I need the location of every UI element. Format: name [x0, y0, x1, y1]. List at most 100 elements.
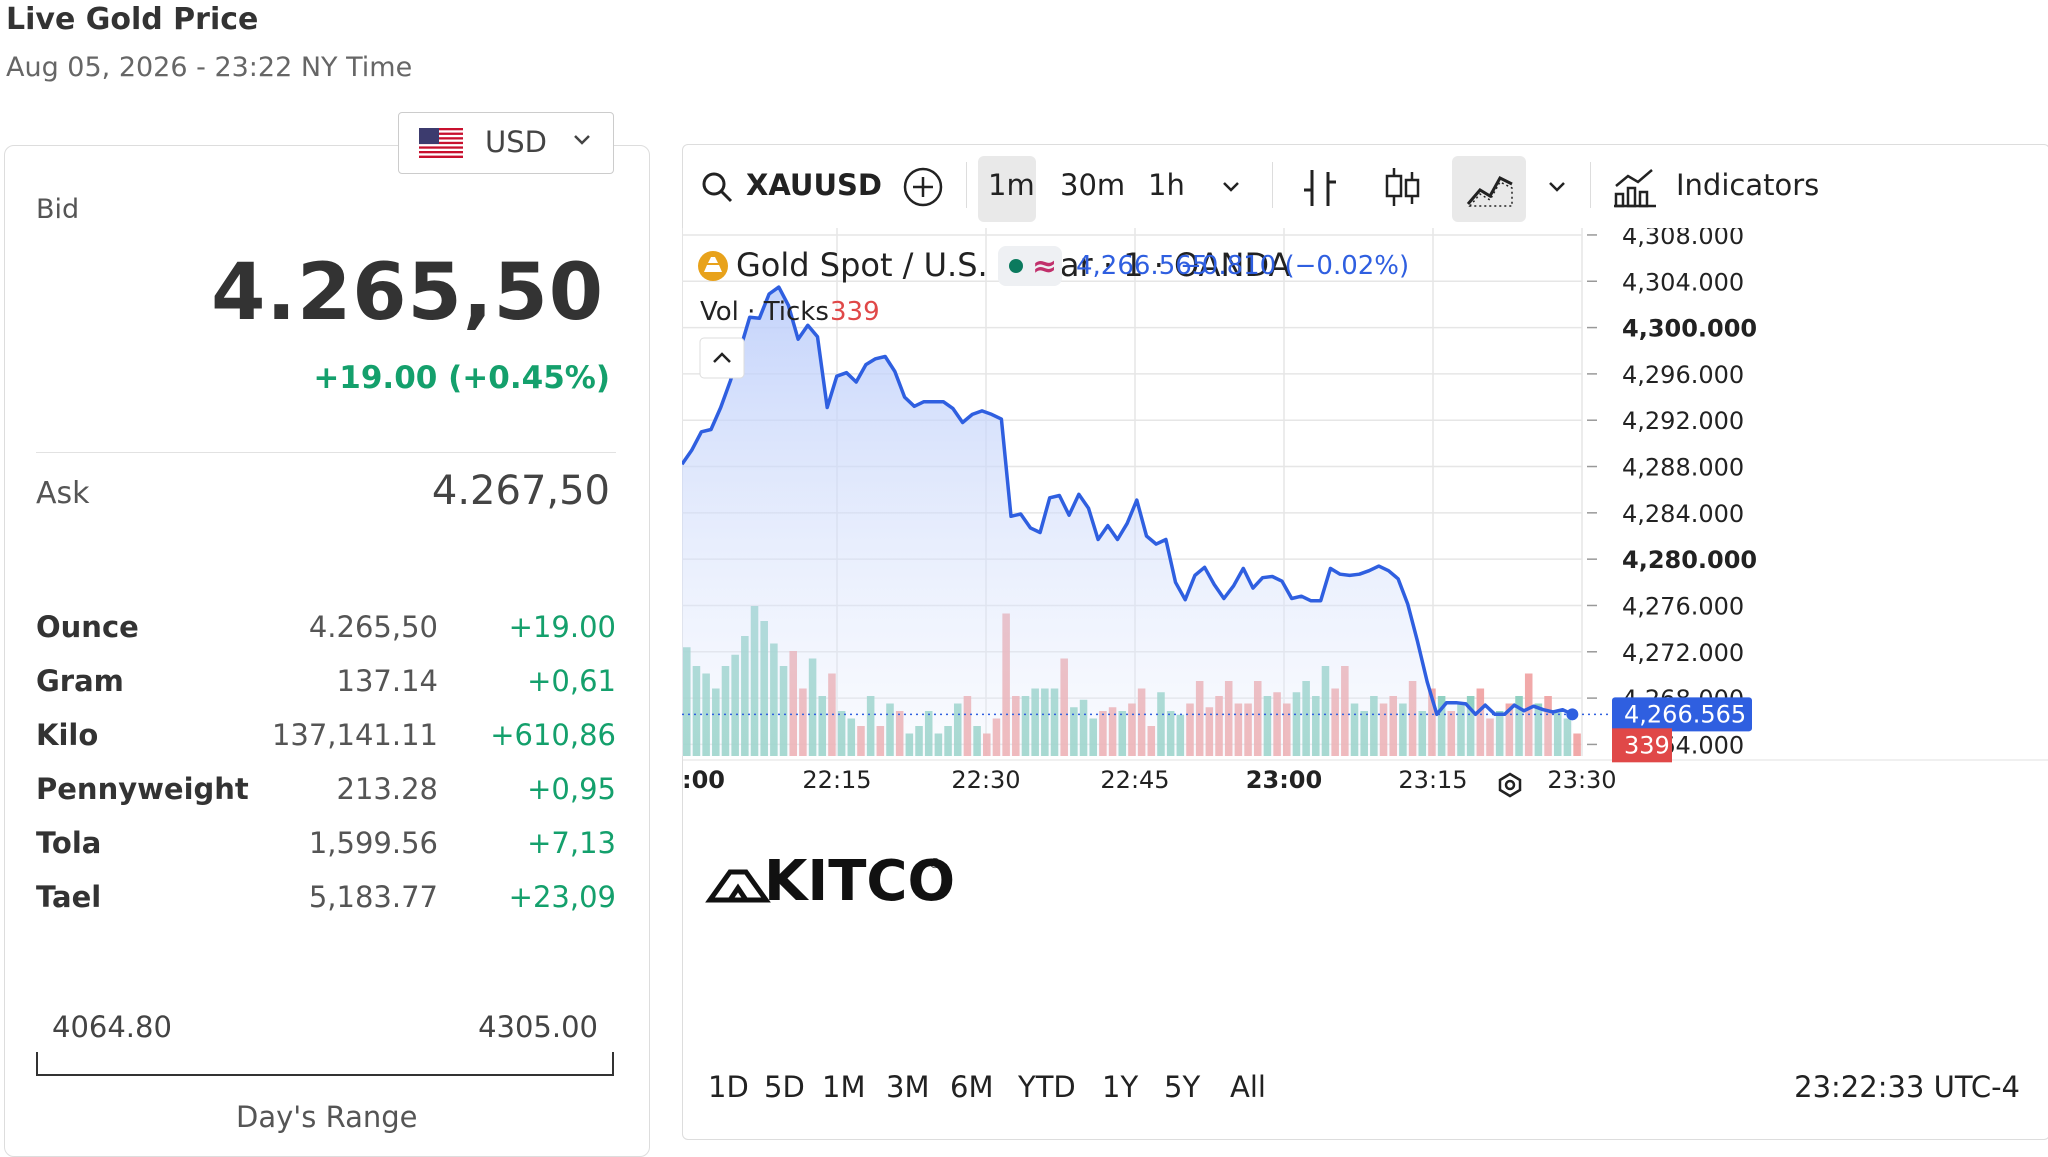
time-tick-label: :00 [682, 766, 725, 794]
price-axis[interactable]: 4,308.000 4,304.000 4,300.000 4,296.000 4,29… [1587, 228, 1757, 759]
chevron-up-icon [713, 352, 731, 363]
range-1d[interactable]: 1D [708, 1070, 749, 1104]
unit-name: Kilo [36, 718, 99, 752]
time-tick-label: 23:15 [1398, 766, 1467, 794]
interval-1m[interactable]: 1m [988, 168, 1035, 202]
range-1m[interactable]: 1M [822, 1070, 866, 1104]
indicators-icon[interactable] [1612, 164, 1658, 210]
unit-change: +23,09 [508, 880, 616, 914]
us-flag-icon [419, 128, 463, 158]
candlestick-icon[interactable] [1382, 164, 1422, 210]
volume-legend-label: Vol · Ticks [700, 297, 829, 327]
chart-type-active-bg [1452, 156, 1526, 222]
unit-change: +0,95 [527, 772, 616, 806]
unit-row: Gram 137.14 +0,61 [36, 664, 616, 704]
legend-last-price: 4,266.565 [1076, 251, 1208, 281]
range-1y[interactable]: 1Y [1102, 1070, 1139, 1104]
gold-bars-glyph [704, 257, 722, 272]
settings-icon[interactable] [1498, 772, 1522, 798]
chevron-down-icon[interactable] [1220, 176, 1242, 198]
add-symbol-icon[interactable] [902, 166, 944, 208]
last-price-marker [1566, 708, 1579, 721]
unit-row: Kilo 137,141.11 +610,86 [36, 718, 616, 758]
price-area [682, 287, 1573, 756]
unit-name: Ounce [36, 610, 139, 644]
chart-clock[interactable]: 23:22:33 UTC-4 [1794, 1070, 2020, 1104]
unit-price: 137,141.11 [271, 718, 438, 752]
currency-select[interactable]: USD [398, 112, 614, 174]
time-axis[interactable]: :00 22:15 22:30 22:45 23:00 23:15 23:30 [682, 766, 1617, 794]
unit-name: Gram [36, 664, 124, 698]
market-open-dot [1009, 259, 1023, 273]
price-tick-label: 4,308.000 [1622, 228, 1744, 250]
separator [1272, 162, 1273, 208]
legend-change: −0.810 (−0.02%) [1180, 251, 1409, 281]
volume-bar [1573, 733, 1581, 756]
unit-row: Tael 5,183.77 +23,09 [36, 880, 616, 920]
interval-30m[interactable]: 30m [1060, 168, 1126, 202]
market-status-badge[interactable] [998, 246, 1062, 286]
symbol-search[interactable]: XAUUSD [746, 168, 882, 202]
last-volume-tag-label: 339 [1624, 731, 1670, 759]
range-5y[interactable]: 5Y [1164, 1070, 1201, 1104]
time-tick-label: 23:00 [1246, 766, 1322, 794]
last-price-tag [1612, 697, 1752, 732]
unit-row: Tola 1,599.56 +7,13 [36, 826, 616, 866]
price-tick-label: 4,288.000 [1622, 454, 1744, 482]
ask-label: Ask [36, 476, 90, 511]
interval-active-bg [978, 156, 1036, 222]
price-tick-label: 4,304.000 [1622, 268, 1744, 296]
area-chart-icon[interactable] [1466, 166, 1514, 210]
last-volume-tag [1612, 728, 1672, 763]
divider [36, 452, 616, 453]
price-tick-label: 4,284.000 [1622, 500, 1744, 528]
range-all[interactable]: All [1230, 1070, 1266, 1104]
price-line [682, 285, 1574, 717]
range-6m[interactable]: 6M [950, 1070, 994, 1104]
price-tick-label: 4,280.000 [1622, 546, 1757, 574]
price-tick-label: 4,296.000 [1622, 361, 1744, 389]
price-tick-label: 4,272.000 [1622, 639, 1744, 667]
volume-legend-value: 339 [830, 297, 880, 327]
range-3m[interactable]: 3M [886, 1070, 930, 1104]
currency-label: USD [485, 125, 547, 159]
unit-change: +7,13 [527, 826, 616, 860]
range-bar: 1D 5D 1M 3M 6M YTD 1Y 5Y All 23:22:33 UT… [682, 1050, 2048, 1130]
unit-name: Tola [36, 826, 102, 860]
unit-change: +19.00 [508, 610, 616, 644]
unit-change: +610,86 [490, 718, 616, 752]
search-icon[interactable] [700, 170, 734, 204]
bid-value: 4.265,50 [211, 248, 604, 338]
day-range-bar [36, 1052, 614, 1076]
unit-change: +0,61 [527, 664, 616, 698]
separator [1590, 162, 1591, 208]
price-chart[interactable]: 4,308.000 4,304.000 4,300.000 4,296.000 4,29… [682, 228, 2048, 1050]
unit-row: Pennyweight 213.28 +0,95 [36, 772, 616, 812]
collapse-legend-button[interactable] [699, 337, 745, 379]
unit-price: 213.28 [336, 772, 438, 806]
kitco-logo-text: KITCO [764, 849, 955, 914]
unit-price: 137.14 [336, 664, 438, 698]
chevron-down-icon[interactable] [1546, 176, 1568, 198]
separator [966, 162, 967, 208]
price-tick-label: 4,276.000 [1622, 592, 1744, 620]
range-5d[interactable]: 5D [764, 1070, 805, 1104]
interval-1h[interactable]: 1h [1148, 168, 1185, 202]
time-tick-label: 22:15 [802, 766, 871, 794]
timestamp: Aug 05, 2026 - 23:22 NY Time [6, 52, 413, 83]
last-price-tag-label: 4,266.565 [1624, 700, 1746, 728]
bar-chart-icon[interactable] [1300, 166, 1340, 210]
time-tick-label: 23:30 [1547, 766, 1616, 794]
price-tick-label: 4,300.000 [1622, 315, 1757, 343]
day-range-high: 4305.00 [478, 1010, 598, 1044]
bid-change: +19.00 (+0.45%) [313, 360, 610, 396]
unit-name: Tael [36, 880, 102, 914]
ask-value: 4.267,50 [431, 468, 610, 514]
day-range-low: 4064.80 [52, 1010, 172, 1044]
indicators-button[interactable]: Indicators [1676, 168, 1820, 202]
chevron-down-icon [574, 135, 590, 145]
unit-price: 1,599.56 [308, 826, 438, 860]
range-ytd[interactable]: YTD [1018, 1070, 1076, 1104]
chart-toolbar: XAUUSD 1m 30m 1h Indicators [682, 144, 2048, 228]
unit-row: Ounce 4.265,50 +19.00 [36, 610, 616, 650]
